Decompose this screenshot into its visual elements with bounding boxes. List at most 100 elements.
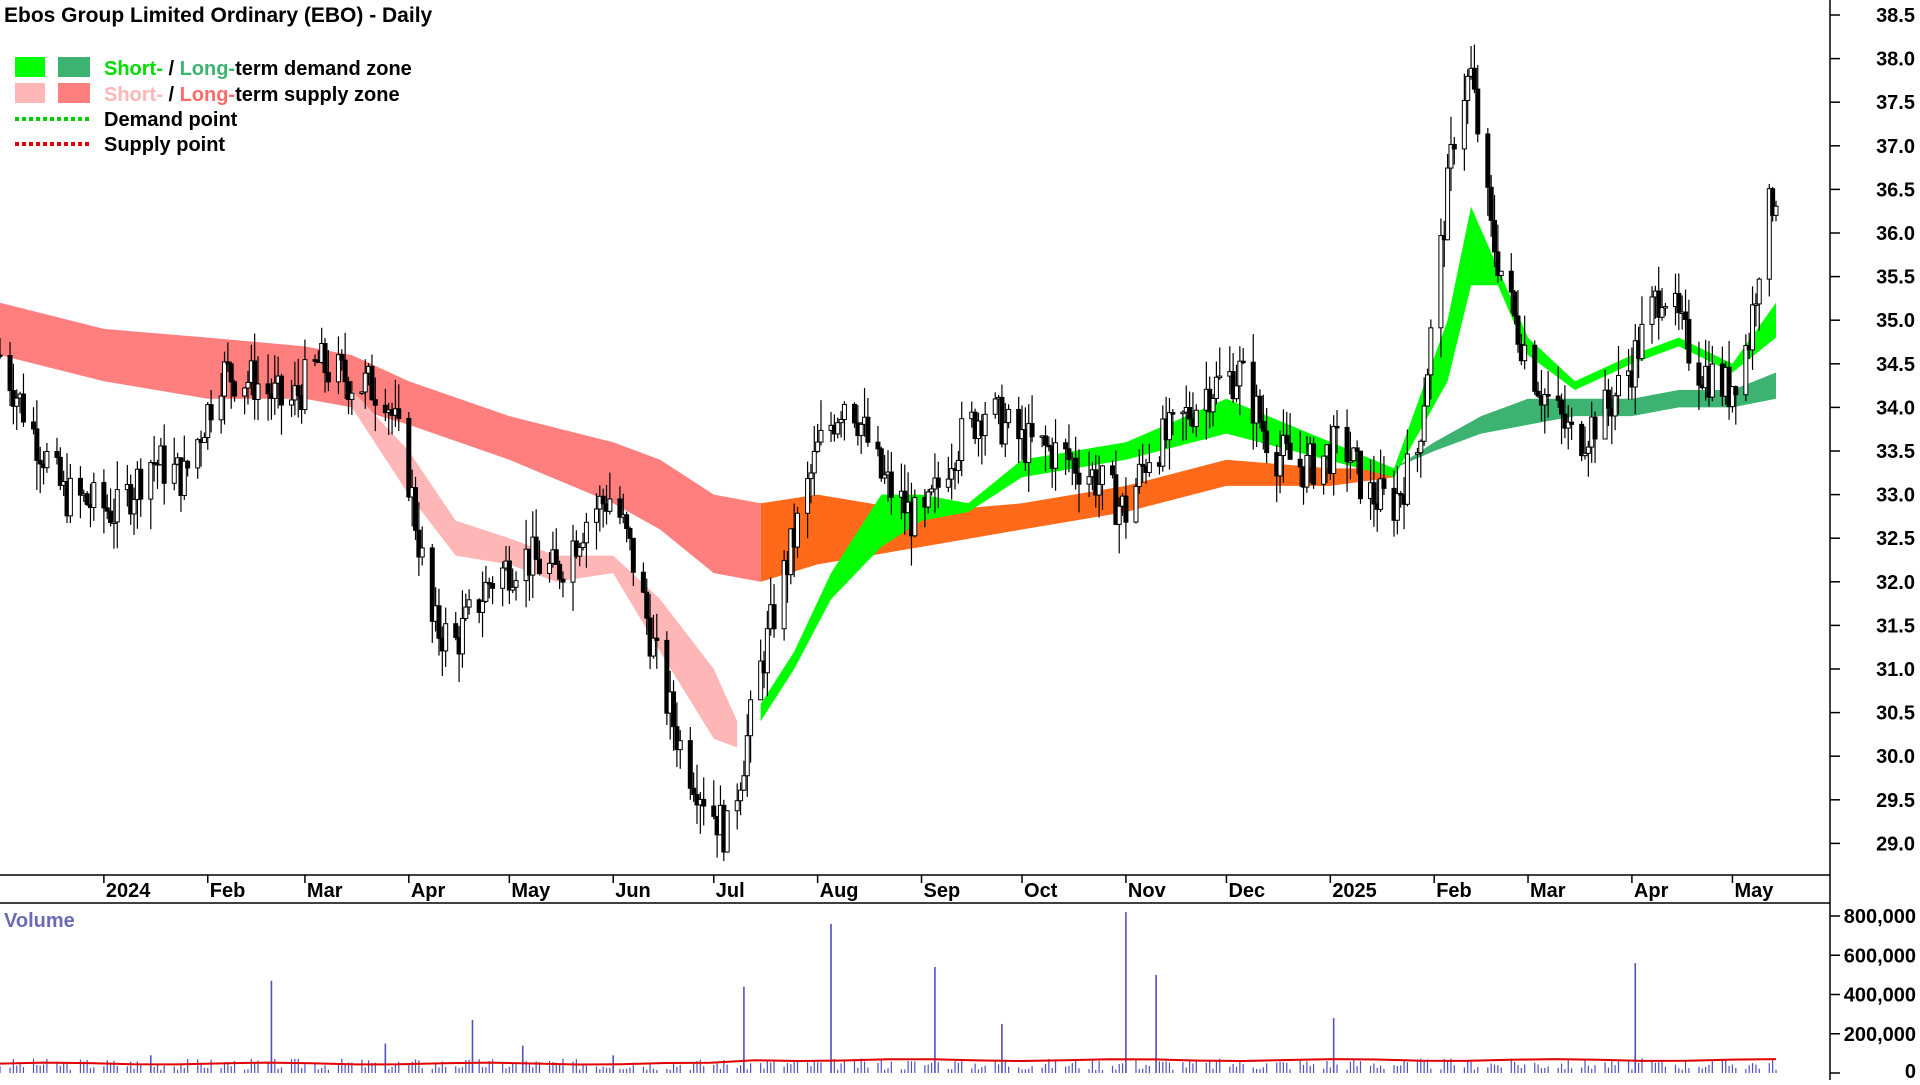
candle-body [865, 416, 871, 443]
candle-body [935, 477, 941, 488]
month-label: Sep [924, 880, 961, 902]
price-tick-label: 33.0 [1876, 485, 1915, 507]
candle-body [1371, 482, 1377, 505]
candle-body [1545, 394, 1551, 397]
candle-body [161, 445, 167, 484]
candle-body [1683, 311, 1689, 320]
candle-body [1016, 408, 1022, 440]
candle-body [1428, 327, 1434, 376]
candle-body [513, 580, 519, 588]
legend-demand-sep: / [163, 58, 180, 80]
candle-body [1002, 422, 1008, 445]
long-term-supply-zoneband [0, 302, 761, 582]
candle-body [1187, 406, 1193, 420]
candle-body [1605, 389, 1611, 409]
candle-body [1099, 465, 1105, 485]
price-tick-label: 30.0 [1876, 746, 1915, 768]
candle-body [1264, 430, 1270, 454]
candle-body [453, 623, 459, 639]
candle-body [748, 699, 754, 737]
candle-body [252, 360, 258, 400]
volume-tick-label: 0 [1905, 1061, 1916, 1080]
legend-demand-short: Short- [104, 58, 163, 80]
candle-body [1280, 434, 1286, 457]
candle-body [851, 403, 857, 424]
candle-body [335, 354, 341, 383]
candle-body [815, 441, 821, 452]
candle-body [1110, 465, 1116, 476]
candle-body [1321, 455, 1327, 485]
short-term-supply-zoneband [351, 390, 738, 748]
candle-body [533, 536, 539, 560]
candle-body [1656, 290, 1662, 318]
candle-body [1743, 344, 1749, 396]
price-tick-label: 31.5 [1876, 615, 1915, 637]
candle-body [1170, 412, 1176, 415]
price-tick-label: 34.5 [1876, 354, 1915, 376]
candle-body [795, 512, 801, 548]
price-tick-label: 38.5 [1876, 5, 1915, 27]
candle-body [1532, 344, 1538, 392]
candle-body [1304, 454, 1310, 488]
candle-body [483, 581, 489, 602]
candle-body [413, 487, 419, 531]
candle-body [1756, 278, 1762, 305]
candle-body [1136, 463, 1142, 487]
candle-body [630, 537, 636, 573]
candle-body [131, 499, 137, 515]
candle-body [1773, 205, 1779, 216]
candle-body [1750, 304, 1756, 351]
legend-supply-point-label: Supply point [104, 134, 225, 156]
candle-body [171, 463, 177, 484]
candle-body [838, 418, 844, 424]
candle-body [372, 399, 378, 406]
candle-body [1378, 478, 1384, 510]
price-tick-label: 34.0 [1876, 397, 1915, 419]
price-tick-label: 36.5 [1876, 179, 1915, 201]
candle-body [0, 354, 3, 358]
candle-body [738, 789, 744, 802]
candle-body [570, 540, 576, 583]
candle-body [1042, 435, 1048, 446]
month-label: Mar [307, 880, 343, 902]
candle-body [811, 450, 817, 474]
candle-body [1096, 483, 1102, 496]
candle-body [37, 459, 43, 465]
candle-body [624, 514, 630, 530]
month-label: Mar [1530, 880, 1566, 902]
candle-body [369, 365, 375, 401]
candle-body [111, 521, 117, 524]
candle-body [1287, 442, 1293, 460]
candle-body [436, 605, 442, 639]
volume-tick-label: 400,000 [1844, 985, 1916, 1007]
month-label: Feb [210, 880, 246, 902]
candle-body [1160, 418, 1166, 467]
price-tick-label: 32.5 [1876, 528, 1915, 550]
candle-body [949, 468, 955, 480]
candle-body [1193, 409, 1199, 428]
candle-body [57, 456, 63, 486]
candle-body [201, 437, 207, 444]
candle-body [342, 359, 348, 383]
legend-demand-long: Long- [180, 58, 236, 80]
candle-body [1492, 219, 1498, 253]
price-tick-label: 37.0 [1876, 136, 1915, 158]
candle-body [577, 546, 583, 557]
volume-axis: 800,000 600,000 400,000 200,000 0 [1830, 906, 1916, 1083]
candle-body [506, 560, 512, 591]
candle-body [1066, 448, 1072, 460]
candle-body [711, 805, 717, 817]
candle-body [443, 623, 449, 652]
candle-body [1565, 421, 1571, 429]
month-label: Jun [615, 880, 651, 902]
candle-body [114, 489, 120, 523]
candle-body [764, 628, 770, 674]
candle-body [1331, 425, 1337, 475]
candle-body [912, 497, 918, 537]
candle-body [1602, 389, 1608, 440]
candle-body [1284, 434, 1290, 444]
candle-body [691, 787, 697, 796]
candle-body [650, 637, 656, 657]
candle-body [1515, 315, 1521, 345]
